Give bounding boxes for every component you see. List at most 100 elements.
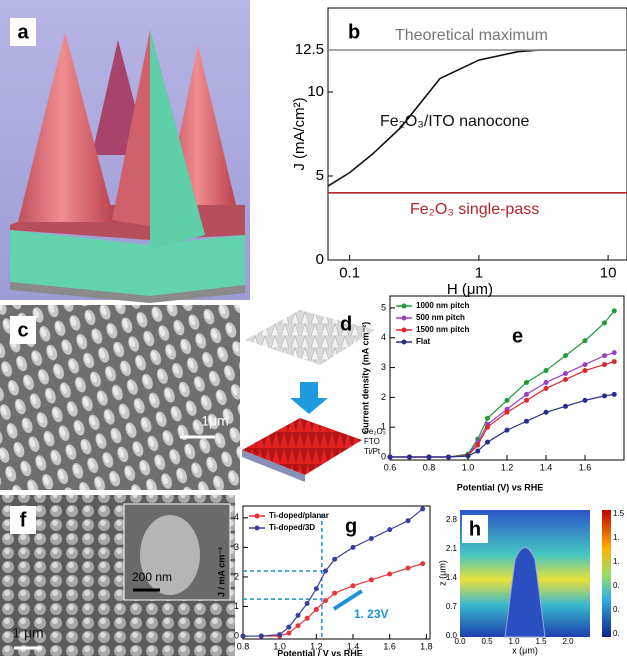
y-axis-label: J (mA/cm²)	[291, 97, 308, 170]
point	[563, 371, 568, 376]
point	[277, 632, 282, 637]
scale-label: 1 μm	[12, 625, 43, 641]
point	[505, 428, 510, 433]
point	[602, 320, 607, 325]
y-tick-label: 0	[234, 630, 239, 640]
point	[406, 518, 411, 523]
y-tick-label: 2.1	[446, 544, 458, 553]
panel-f: 200 nm f 1 μm	[0, 495, 235, 656]
point	[351, 583, 356, 588]
point	[544, 410, 549, 415]
point	[612, 350, 617, 355]
legend-marker	[255, 514, 260, 519]
point	[420, 506, 425, 511]
point	[524, 398, 529, 403]
x-tick-label: 1.6	[383, 641, 396, 651]
colorbar-label: 0.	[613, 605, 620, 614]
point	[475, 443, 480, 448]
y-tick-label: 0	[316, 251, 324, 268]
series-label: Theoretical maximum	[395, 27, 548, 44]
point	[612, 308, 617, 313]
y-tick-label: 5	[316, 167, 324, 184]
figure: a b c 1μm d Fe₂O₃ FTO Ti/Pt e 200 nm f 1…	[0, 0, 627, 656]
line	[390, 362, 614, 457]
point	[544, 380, 549, 385]
panel-label: e	[512, 325, 523, 347]
point	[505, 398, 510, 403]
point	[314, 586, 319, 591]
panel-c: c 1μm	[0, 305, 240, 490]
point	[602, 362, 607, 367]
x-tick-label: 0.6	[384, 462, 397, 472]
point	[612, 359, 617, 364]
panel-h: h x (μm) z (μm) 0.00.51.01.52.02.82.11.4…	[437, 509, 624, 655]
x-tick-label: 1.0	[462, 462, 475, 472]
scale-label: 200 nm	[132, 570, 172, 584]
point	[524, 419, 529, 424]
x-tick-label: 10	[600, 264, 617, 281]
colorbar-label: 0.	[613, 629, 620, 638]
annotation: 1. 23V	[354, 607, 389, 621]
x-axis-label: Potential (V) vs RHE	[457, 482, 544, 492]
point	[369, 536, 374, 541]
y-tick-label: 2.8	[446, 515, 458, 524]
point	[612, 392, 617, 397]
point	[524, 380, 529, 385]
legend-marker	[402, 316, 407, 321]
point	[420, 561, 425, 566]
point	[475, 449, 480, 454]
point	[485, 416, 490, 421]
point	[602, 353, 607, 358]
point	[583, 398, 588, 403]
x-tick-label: 1.6	[579, 462, 592, 472]
y-axis-label: J / mA cm⁻²	[216, 547, 226, 597]
x-tick-label: 2.0	[562, 637, 574, 646]
point	[446, 455, 451, 460]
chart: 0.1110051012.5H (μm)J (mA/cm²)Fe₂O₃/ITO …	[291, 8, 627, 298]
y-tick-label: 0	[381, 451, 386, 461]
legend-marker	[255, 526, 260, 531]
point	[259, 634, 264, 639]
point	[427, 455, 432, 460]
chart: 0.81.01.21.41.61.801234Potential / V vs …	[216, 506, 432, 656]
panel-label: a	[17, 21, 29, 43]
point	[563, 404, 568, 409]
y-tick-label: 4	[234, 512, 239, 522]
point	[241, 634, 246, 639]
point	[323, 569, 328, 574]
point	[563, 377, 568, 382]
point	[296, 623, 301, 628]
series-label: Fe₂O₃/ITO nanocone	[380, 113, 530, 130]
point	[387, 571, 392, 576]
point	[332, 557, 337, 562]
point	[305, 601, 310, 606]
panel-label: h	[469, 518, 481, 540]
x-tick-label: 0.8	[237, 641, 250, 651]
x-axis-label: x (μm)	[512, 645, 538, 655]
point	[544, 386, 549, 391]
x-axis-label: H (μm)	[447, 281, 493, 298]
point	[583, 368, 588, 373]
legend-label: Flat	[416, 337, 431, 346]
panel-label: d	[340, 313, 352, 335]
point	[406, 566, 411, 571]
y-tick-label: 2	[234, 571, 239, 581]
point	[305, 616, 310, 621]
panel-label: b	[348, 21, 360, 43]
point	[544, 368, 549, 373]
point	[387, 527, 392, 532]
x-tick-label: 1.2	[501, 462, 514, 472]
colorbar-label: 1.	[613, 557, 620, 566]
point	[351, 545, 356, 550]
point	[369, 577, 374, 582]
arrow	[290, 382, 328, 414]
y-tick-label: 12.5	[295, 41, 324, 58]
x-tick-label: 1.5	[535, 637, 547, 646]
point	[583, 338, 588, 343]
y-tick-label: 1.4	[446, 573, 458, 582]
point	[602, 393, 607, 398]
panel-label: f	[20, 509, 27, 531]
x-tick-label: 1.0	[508, 637, 520, 646]
x-axis-label: Potential / V vs RHE	[277, 648, 363, 656]
